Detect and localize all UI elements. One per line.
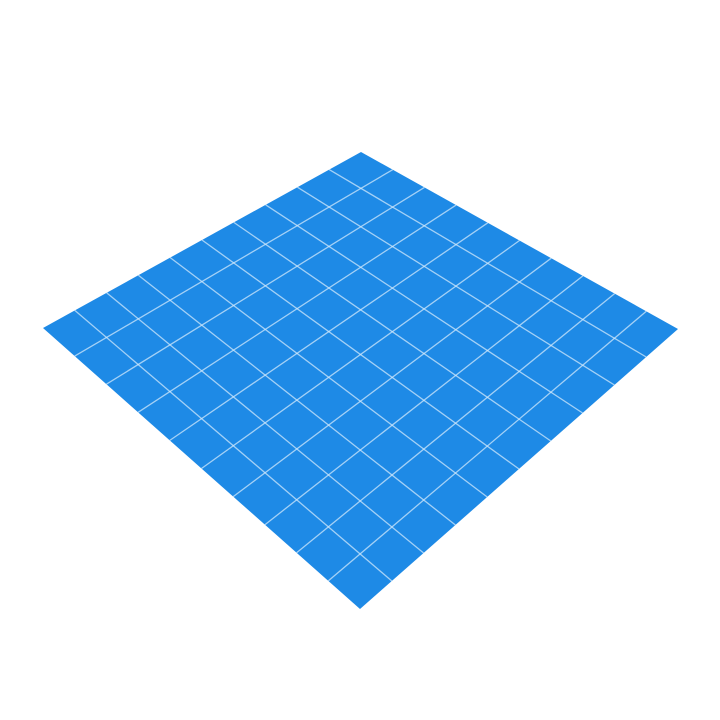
grid-line-v xyxy=(296,293,616,554)
grid-line-v xyxy=(232,257,552,498)
grid-line-v xyxy=(264,275,584,526)
grid-line-u xyxy=(297,186,615,386)
blue-grid-plane[interactable] xyxy=(43,152,678,609)
grid-line-v xyxy=(201,239,520,470)
grid-line-u xyxy=(328,169,647,358)
plane-grid-lines xyxy=(74,169,647,582)
grid-line-v xyxy=(327,310,647,582)
grid-line-u xyxy=(233,221,552,442)
grid-line-u xyxy=(265,204,583,414)
